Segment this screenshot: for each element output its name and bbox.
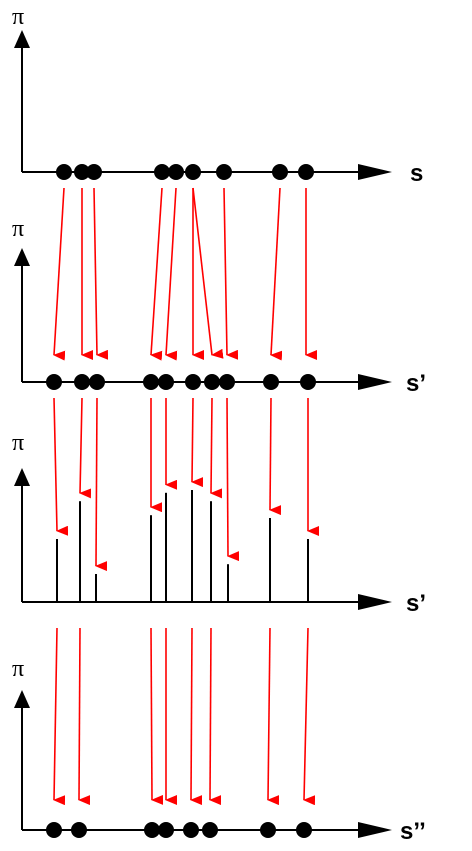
x-axis-label: s’ [406,370,426,397]
x-axis-arrowhead [358,374,392,390]
transition-arrow [165,187,178,361]
panel-resampled: π s’’ [12,656,426,845]
x-axis-arrowhead [358,164,392,180]
particle-dot [71,822,87,838]
particle-dot [272,164,288,180]
x-axis-arrowhead [358,822,392,838]
particle-dot [158,822,174,838]
particle-dot [263,374,279,390]
y-axis-label: π [12,430,24,456]
transition-arrow [150,627,164,805]
transition-arrow [226,397,240,562]
particle-set [46,374,316,390]
transition-arrow [190,627,203,806]
y-axis-arrowhead [14,468,30,486]
weight-bars [56,490,309,602]
y-axis-label: π [12,656,24,682]
transition-arrow [269,397,282,516]
particle-dot [216,164,232,180]
particle-dot [300,374,316,390]
transition-arrow [95,397,108,572]
transition-arrow [210,397,223,499]
transition-arrows [53,187,319,806]
particle-dot [219,374,235,390]
y-axis-arrowhead [14,690,30,708]
transition-arrow [223,187,239,360]
y-axis-arrowhead [14,248,30,266]
particle-dot [74,164,90,180]
particle-dot [204,374,220,390]
transition-arrow [79,397,92,499]
x-axis-label: s’ [406,590,426,617]
transition-arrow [267,627,280,806]
x-axis-arrowhead [358,594,392,610]
particle-dot [56,164,72,180]
transition-arrow [303,627,316,806]
transition-arrow [270,187,283,361]
transition-arrow [53,187,66,361]
y-axis-label: π [12,216,24,242]
particle-dot [183,822,199,838]
transition-arrow [53,397,69,536]
transition-arrow [150,187,163,361]
particle-dot [202,822,218,838]
particle-dot [260,822,276,838]
particle-dot [296,822,312,838]
particle-dot [74,374,90,390]
y-axis-label: π [12,4,24,30]
transition-arrow [209,627,222,806]
particle-dot [143,374,159,390]
transition-arrow [78,627,91,806]
particle-dot [158,374,174,390]
particle-dot [144,822,160,838]
particle-set [46,822,312,838]
y-axis-arrowhead [14,30,30,48]
particle-dot [185,164,201,180]
particle-dot [154,164,170,180]
particle-dot [86,164,102,180]
particle-dot [46,374,62,390]
panel-weighted: π s’ [12,430,426,617]
particle-dot [298,164,314,180]
x-axis-label: s [410,160,423,187]
panel-initial: π s [12,4,423,187]
transition-arrow [192,187,224,359]
x-axis-label: s’’ [400,818,426,845]
particle-dot [185,374,201,390]
transition-arrow [191,397,204,488]
particle-dot [46,822,62,838]
particle-dot [89,374,105,390]
panel-propagated: π s’ [12,216,426,397]
transition-arrow [93,187,109,360]
transition-arrow [53,627,66,806]
particle-set [56,164,314,180]
particle-dot [168,164,184,180]
